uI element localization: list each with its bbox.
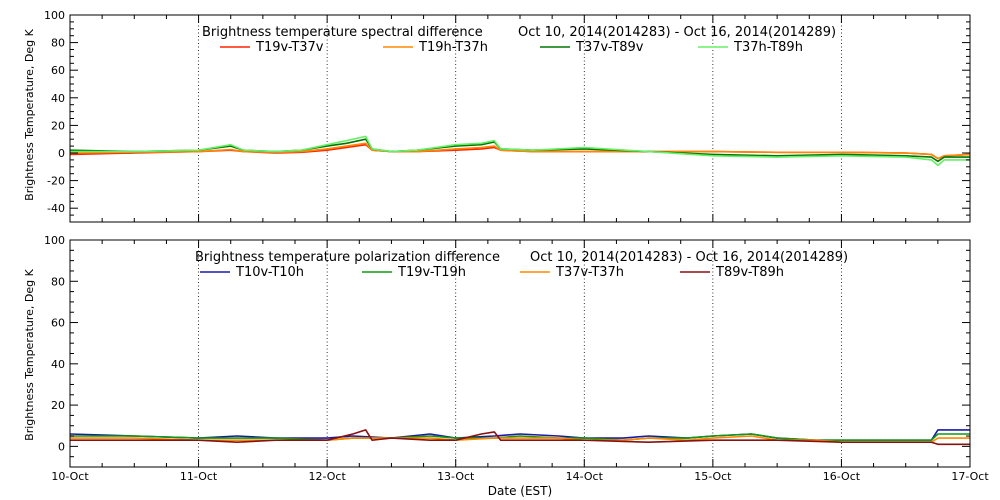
- spectral-title: Brightness temperature spectral differen…: [202, 25, 483, 40]
- legend-label: T37v-T89v: [575, 40, 644, 55]
- polarization-subtitle: Oct 10, 2014(2014283) - Oct 16, 2014(201…: [530, 250, 848, 265]
- x-tick-label: 14-Oct: [566, 470, 604, 483]
- spectral-difference-panel: Brightness temperature spectral differen…: [23, 9, 971, 223]
- legend-label: T19v-T37v: [255, 40, 324, 55]
- x-tick-label: 16-Oct: [823, 470, 861, 483]
- legend-label: T10v-T10h: [235, 265, 304, 280]
- x-tick-label: 17-Oct: [951, 470, 989, 483]
- y-tick-label: -20: [47, 175, 65, 188]
- y-tick-label: 40: [51, 358, 65, 371]
- x-tick-label: 15-Oct: [694, 470, 732, 483]
- x-tick-label: 13-Oct: [437, 470, 475, 483]
- y-tick-label: 60: [51, 317, 65, 330]
- series-line-t19v-t19h: [70, 433, 970, 442]
- series-line-t89v-t89h: [70, 429, 970, 446]
- spectral-y-axis-label: Brightness Temperature, Deg K: [23, 28, 36, 200]
- y-tick-label: 80: [51, 37, 65, 50]
- legend-label: T37h-T89h: [733, 40, 803, 55]
- spectral-subtitle: Oct 10, 2014(2014283) - Oct 16, 2014(201…: [518, 25, 836, 40]
- x-axis-label: Date (EST): [488, 484, 552, 498]
- polarization-title: Brightness temperature polarization diff…: [195, 250, 500, 265]
- y-tick-label: 20: [51, 119, 65, 132]
- y-tick-label: 40: [51, 92, 65, 105]
- y-tick-label: 100: [44, 234, 65, 247]
- legend-label: T89v-T89h: [715, 265, 784, 280]
- legend-label: T19h-T37h: [418, 40, 488, 55]
- y-tick-label: 0: [58, 147, 65, 160]
- y-tick-label: 20: [51, 399, 65, 412]
- legend-label: T19v-T19h: [397, 265, 466, 280]
- y-tick-label: -40: [47, 202, 65, 215]
- series-line-t19h-t37h: [69, 142, 971, 160]
- y-tick-label: 0: [58, 440, 65, 453]
- x-tick-label: 11-Oct: [180, 470, 218, 483]
- y-tick-label: 100: [44, 9, 65, 22]
- polarization-y-axis-label: Brightness Temperature, Deg K: [23, 268, 36, 440]
- series-line-t37h-t89h: [70, 135, 970, 167]
- legend-label: T37v-T37h: [555, 265, 624, 280]
- x-tick-label: 12-Oct: [308, 470, 346, 483]
- y-tick-label: 60: [51, 64, 65, 77]
- y-tick-label: 80: [51, 275, 65, 288]
- polarization-difference-panel: Brightness temperature polarization diff…: [23, 234, 989, 498]
- x-tick-label: 10-Oct: [51, 470, 89, 483]
